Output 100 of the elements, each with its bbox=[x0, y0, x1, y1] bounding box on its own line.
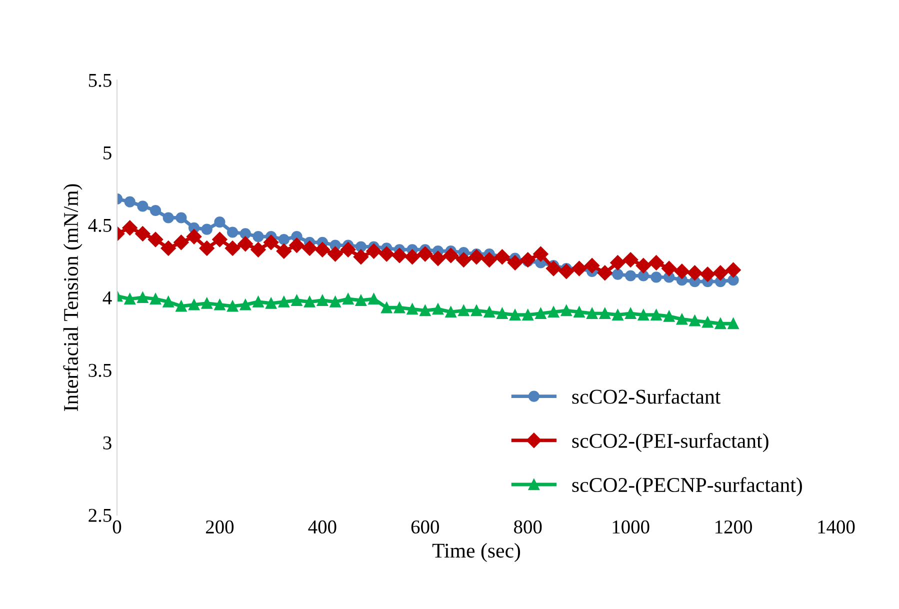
point bbox=[714, 318, 726, 330]
point bbox=[546, 260, 562, 276]
legend-label: scCO2-(PECNP-surfactant) bbox=[572, 477, 802, 496]
y-tick-label: 3.5 bbox=[88, 364, 112, 378]
point bbox=[533, 246, 548, 262]
x-tick-label: 1000 bbox=[612, 520, 650, 534]
point bbox=[278, 296, 290, 308]
point bbox=[584, 258, 600, 274]
point bbox=[702, 316, 714, 328]
point bbox=[342, 293, 354, 305]
point bbox=[302, 240, 318, 256]
point bbox=[381, 302, 392, 314]
point bbox=[353, 249, 369, 264]
point bbox=[650, 272, 662, 283]
point bbox=[250, 242, 266, 258]
point bbox=[278, 234, 290, 246]
point bbox=[201, 224, 212, 235]
point bbox=[214, 216, 226, 228]
point bbox=[676, 314, 688, 325]
y-axis-title: Interfacial Tension (mN/m) bbox=[63, 184, 82, 411]
x-tick-label: 0 bbox=[112, 520, 122, 534]
point bbox=[199, 240, 214, 256]
point bbox=[456, 252, 472, 268]
point bbox=[443, 248, 458, 264]
point bbox=[379, 246, 394, 262]
point bbox=[176, 212, 187, 224]
point bbox=[291, 294, 302, 306]
point bbox=[445, 306, 456, 318]
point bbox=[252, 296, 264, 308]
point bbox=[674, 264, 690, 279]
point bbox=[623, 252, 638, 268]
point bbox=[162, 212, 174, 224]
point bbox=[712, 265, 728, 280]
point bbox=[636, 258, 651, 274]
point bbox=[418, 246, 433, 262]
point bbox=[470, 304, 482, 316]
point bbox=[548, 306, 560, 318]
point bbox=[392, 248, 408, 264]
point bbox=[135, 226, 150, 242]
point bbox=[726, 262, 741, 278]
point bbox=[188, 299, 200, 310]
point bbox=[137, 200, 148, 212]
point bbox=[252, 231, 264, 242]
x-tick-label: 400 bbox=[308, 520, 336, 534]
point bbox=[122, 220, 138, 236]
point bbox=[264, 234, 279, 250]
point bbox=[124, 293, 136, 305]
point bbox=[330, 296, 341, 308]
point bbox=[137, 292, 148, 304]
point bbox=[612, 268, 624, 280]
point bbox=[150, 204, 162, 216]
y-tick-label: 4.5 bbox=[88, 218, 112, 232]
point bbox=[214, 299, 226, 310]
point bbox=[404, 249, 420, 264]
point bbox=[355, 294, 366, 306]
point bbox=[625, 270, 636, 282]
legend-label: scCO2-(PEI-surfactant) bbox=[572, 433, 768, 452]
point bbox=[625, 308, 636, 320]
y-tick-label: 4 bbox=[102, 291, 112, 304]
point bbox=[458, 304, 470, 316]
point bbox=[482, 252, 497, 268]
point bbox=[240, 228, 251, 240]
point bbox=[662, 260, 677, 276]
point bbox=[186, 229, 202, 244]
point bbox=[328, 246, 343, 262]
point bbox=[484, 306, 495, 318]
point bbox=[700, 266, 716, 282]
point bbox=[558, 264, 574, 279]
point bbox=[610, 255, 626, 270]
point bbox=[224, 240, 240, 256]
point bbox=[638, 270, 649, 282]
point bbox=[468, 249, 484, 264]
x-axis-title: Time (sec) bbox=[432, 543, 520, 562]
point bbox=[212, 232, 228, 248]
point bbox=[599, 308, 610, 320]
point bbox=[406, 304, 418, 315]
point bbox=[507, 255, 523, 270]
point bbox=[238, 236, 253, 252]
point bbox=[687, 265, 702, 280]
point bbox=[150, 293, 162, 305]
point bbox=[316, 294, 328, 306]
point bbox=[201, 298, 212, 309]
point bbox=[276, 244, 292, 259]
point bbox=[509, 309, 521, 320]
point bbox=[586, 308, 598, 320]
y-tick-label: 5.5 bbox=[88, 74, 112, 88]
point bbox=[689, 315, 700, 326]
point bbox=[420, 304, 431, 316]
point bbox=[574, 306, 585, 318]
point bbox=[314, 242, 330, 258]
y-tick-label: 3 bbox=[103, 436, 112, 450]
point bbox=[227, 300, 238, 312]
point bbox=[304, 296, 316, 308]
point bbox=[394, 302, 406, 314]
point bbox=[176, 300, 187, 312]
point bbox=[560, 304, 572, 316]
point bbox=[227, 226, 238, 238]
point bbox=[124, 196, 136, 208]
point bbox=[612, 309, 624, 320]
legend-label: scCO2-Surfactant bbox=[572, 388, 721, 404]
